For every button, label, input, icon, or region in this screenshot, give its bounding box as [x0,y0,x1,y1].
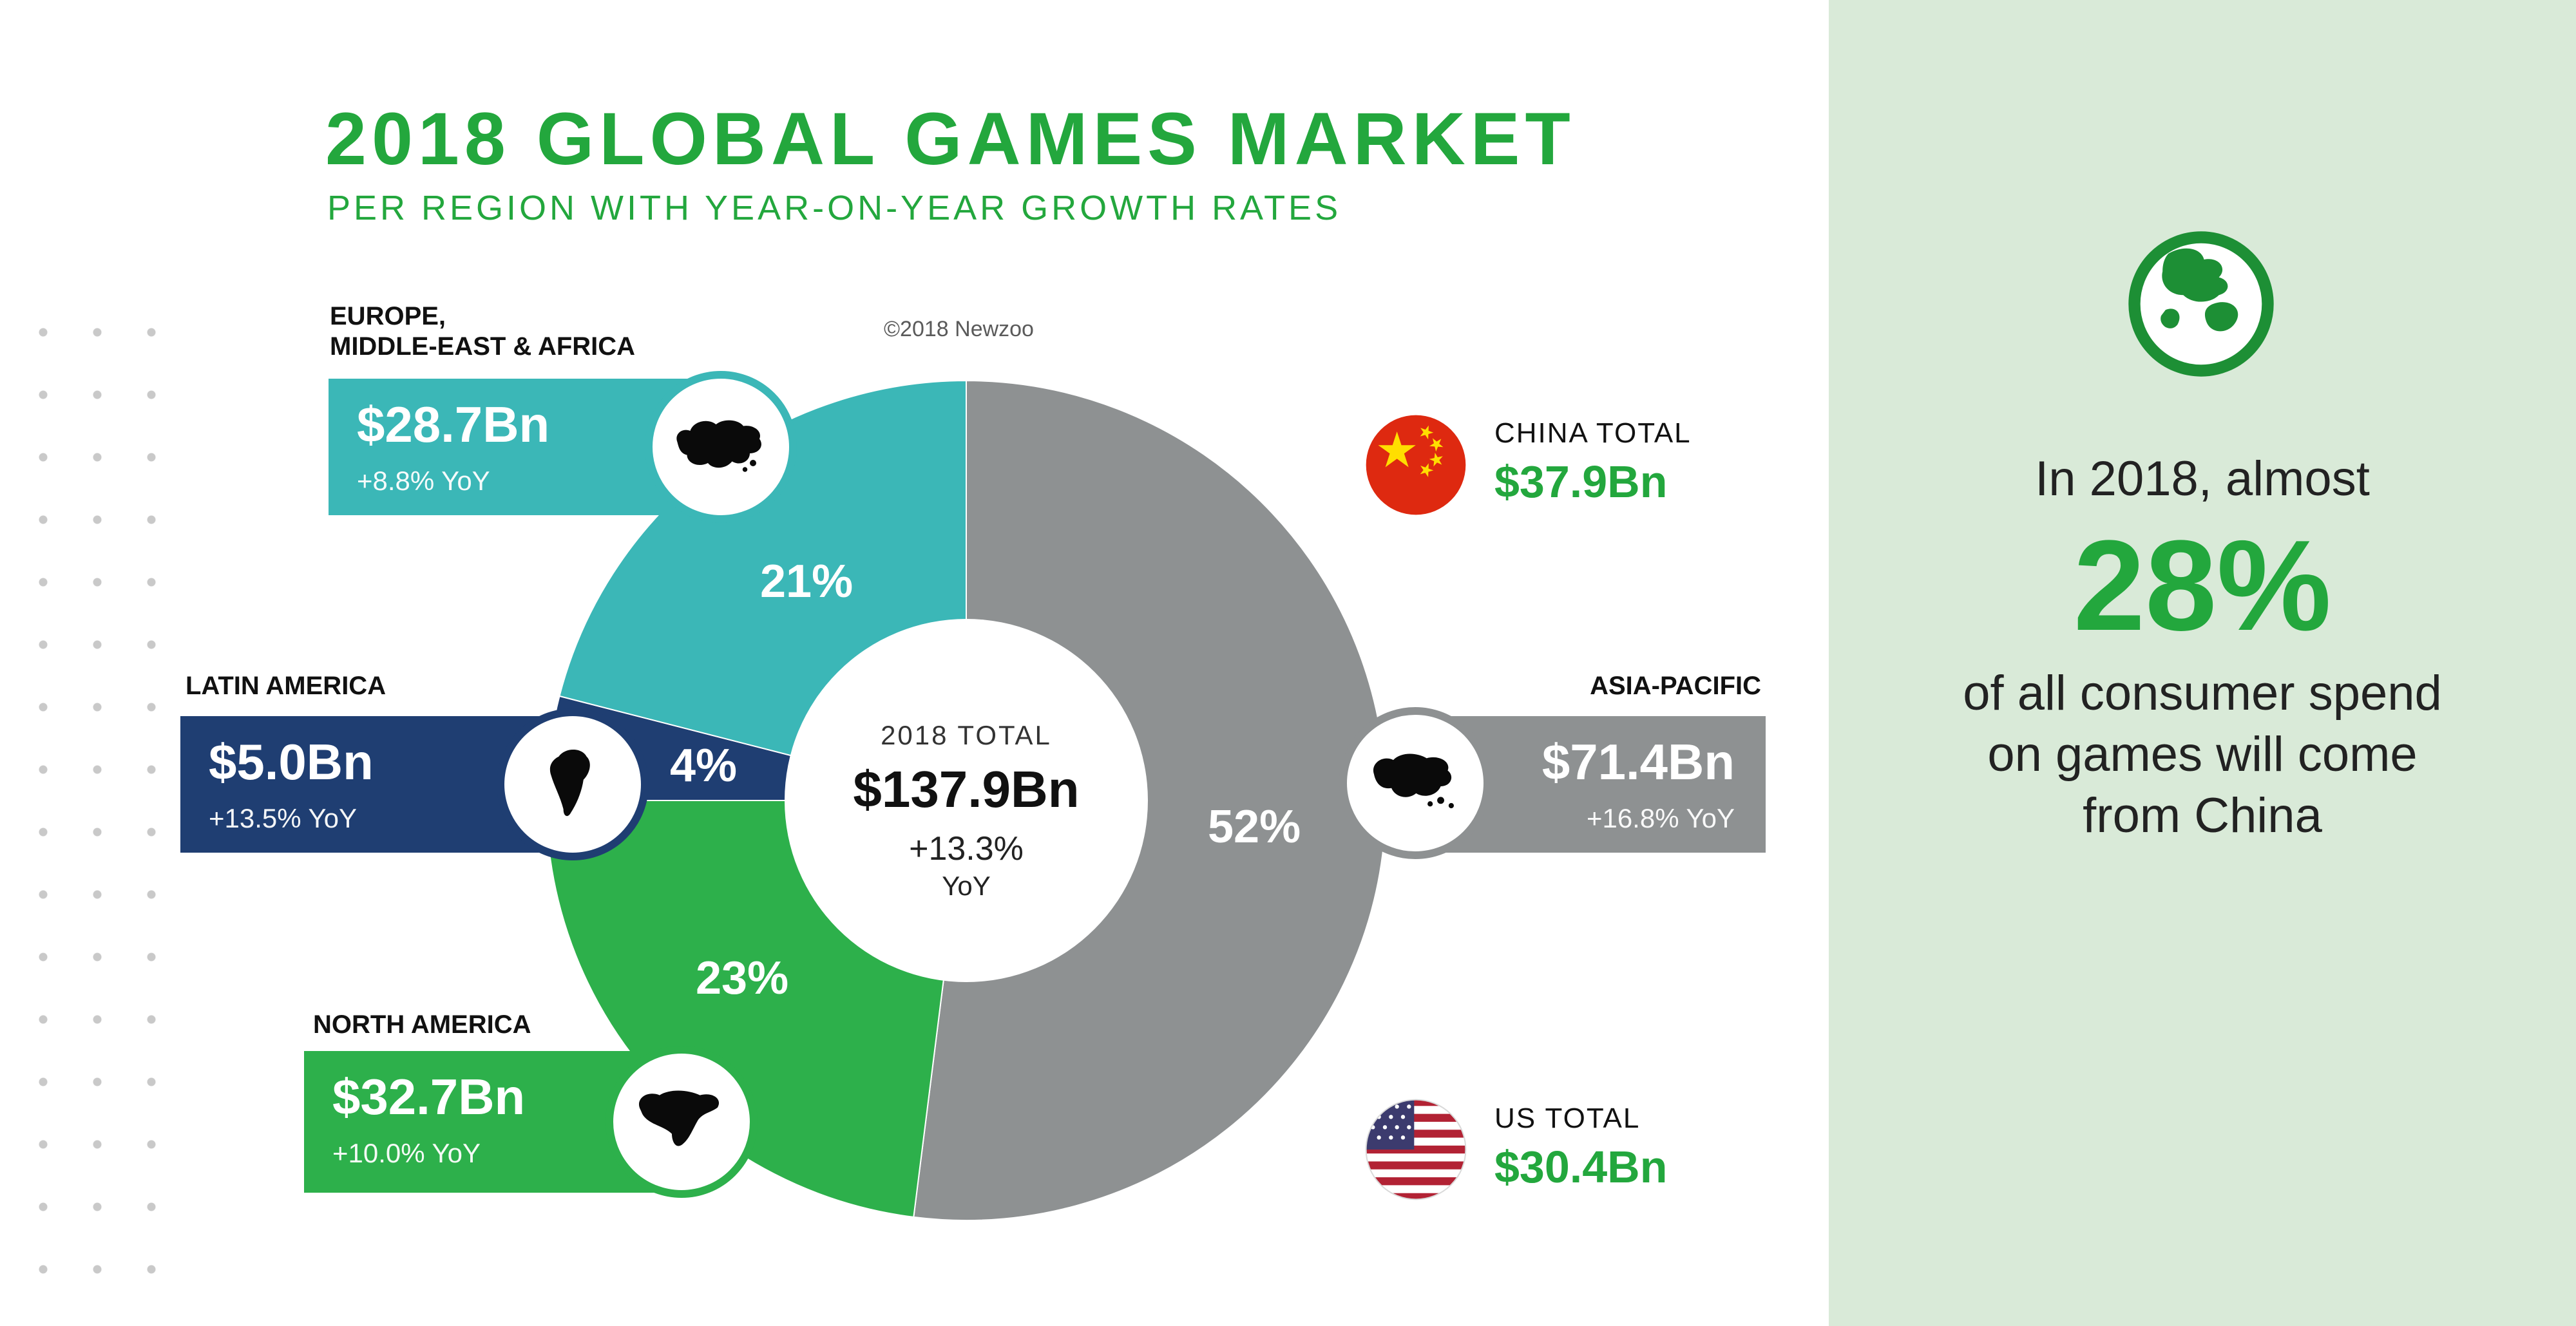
apac-map-badge [1339,707,1491,859]
donut-chart [545,379,1387,1221]
total-growth: +13.3% [909,830,1024,867]
south-america-map-icon [549,750,590,817]
slice-label-emea: 21% [760,556,854,607]
side-panel: In 2018, almost 28% of all consumer spen… [1829,0,2576,1326]
slice-label-north-america: 23% [696,952,789,1004]
copyright-note: ©2018 Newzoo [884,317,1034,341]
region-header-na: NORTH AMERICA [313,1010,531,1039]
total-growth-unit: YoY [942,871,991,901]
emea-map-badge [645,371,797,523]
us-total-value: $30.4Bn [1494,1142,1668,1192]
page-subtitle: PER REGION WITH YEAR-ON-YEAR GROWTH RATE… [327,189,1342,227]
region-header-emea: EUROPE, MIDDLE-EAST & AFRICA [330,301,635,362]
total-value: $137.9Bn [853,761,1080,818]
region-amount: $71.4Bn [1541,734,1735,790]
page-title: 2018 GLOBAL GAMES MARKET [325,98,1576,180]
china-flag-icon [1366,415,1466,515]
slice-label-latin-america: 4% [670,740,738,791]
asia-map-icon [1373,753,1454,809]
region-amount: $28.7Bn [357,396,550,453]
highlight-body-line: from China [2083,788,2322,843]
total-label: 2018 TOTAL [881,720,1052,750]
globe-icon [2128,231,2274,377]
region-amount: $32.7Bn [332,1068,526,1125]
china-total-value: $37.9Bn [1494,457,1668,507]
region-header-line: MIDDLE-EAST & AFRICA [330,332,636,361]
chart-center-total: 2018 TOTAL $137.9Bn +13.3% YoY [831,720,1102,902]
na-map-badge [606,1046,758,1198]
dot-pattern-decoration [16,301,178,1319]
region-yoy: +13.5% YoY [209,803,358,833]
slice-label-asia-pacific: 52% [1208,801,1301,853]
latam-map-badge [497,708,649,860]
highlight-stat: 28% [2073,514,2332,658]
us-total-label: US TOTAL [1494,1103,1641,1134]
region-yoy: +16.8% YoY [1586,803,1735,833]
region-amount: $5.0Bn [209,734,374,790]
donut-hole [785,619,1148,982]
highlight-body-line: of all consumer spend [1963,666,2442,721]
us-flag-icon [1365,1099,1467,1200]
region-yoy: +10.0% YoY [332,1138,481,1168]
china-total-label: CHINA TOTAL [1494,417,1692,449]
highlight-body-line: on games will come [1987,727,2418,782]
region-header-apac: ASIA-PACIFIC [1590,672,1761,700]
highlight-body: of all consumer spend on games will come… [1829,663,2576,846]
us-total-callout: US TOTAL $30.4Bn [1494,1103,1667,1193]
north-america-map-icon [638,1090,720,1146]
emea-map-icon [676,420,761,472]
region-header-line: EUROPE, [330,302,446,330]
china-total-callout: CHINA TOTAL $37.9Bn [1494,417,1692,507]
china-highlight-text: In 2018, almost 28% of all consumer spen… [1829,451,2576,846]
region-yoy: +8.8% YoY [357,466,490,496]
highlight-intro: In 2018, almost [2035,451,2370,506]
region-header-latam: LATIN AMERICA [186,672,386,700]
